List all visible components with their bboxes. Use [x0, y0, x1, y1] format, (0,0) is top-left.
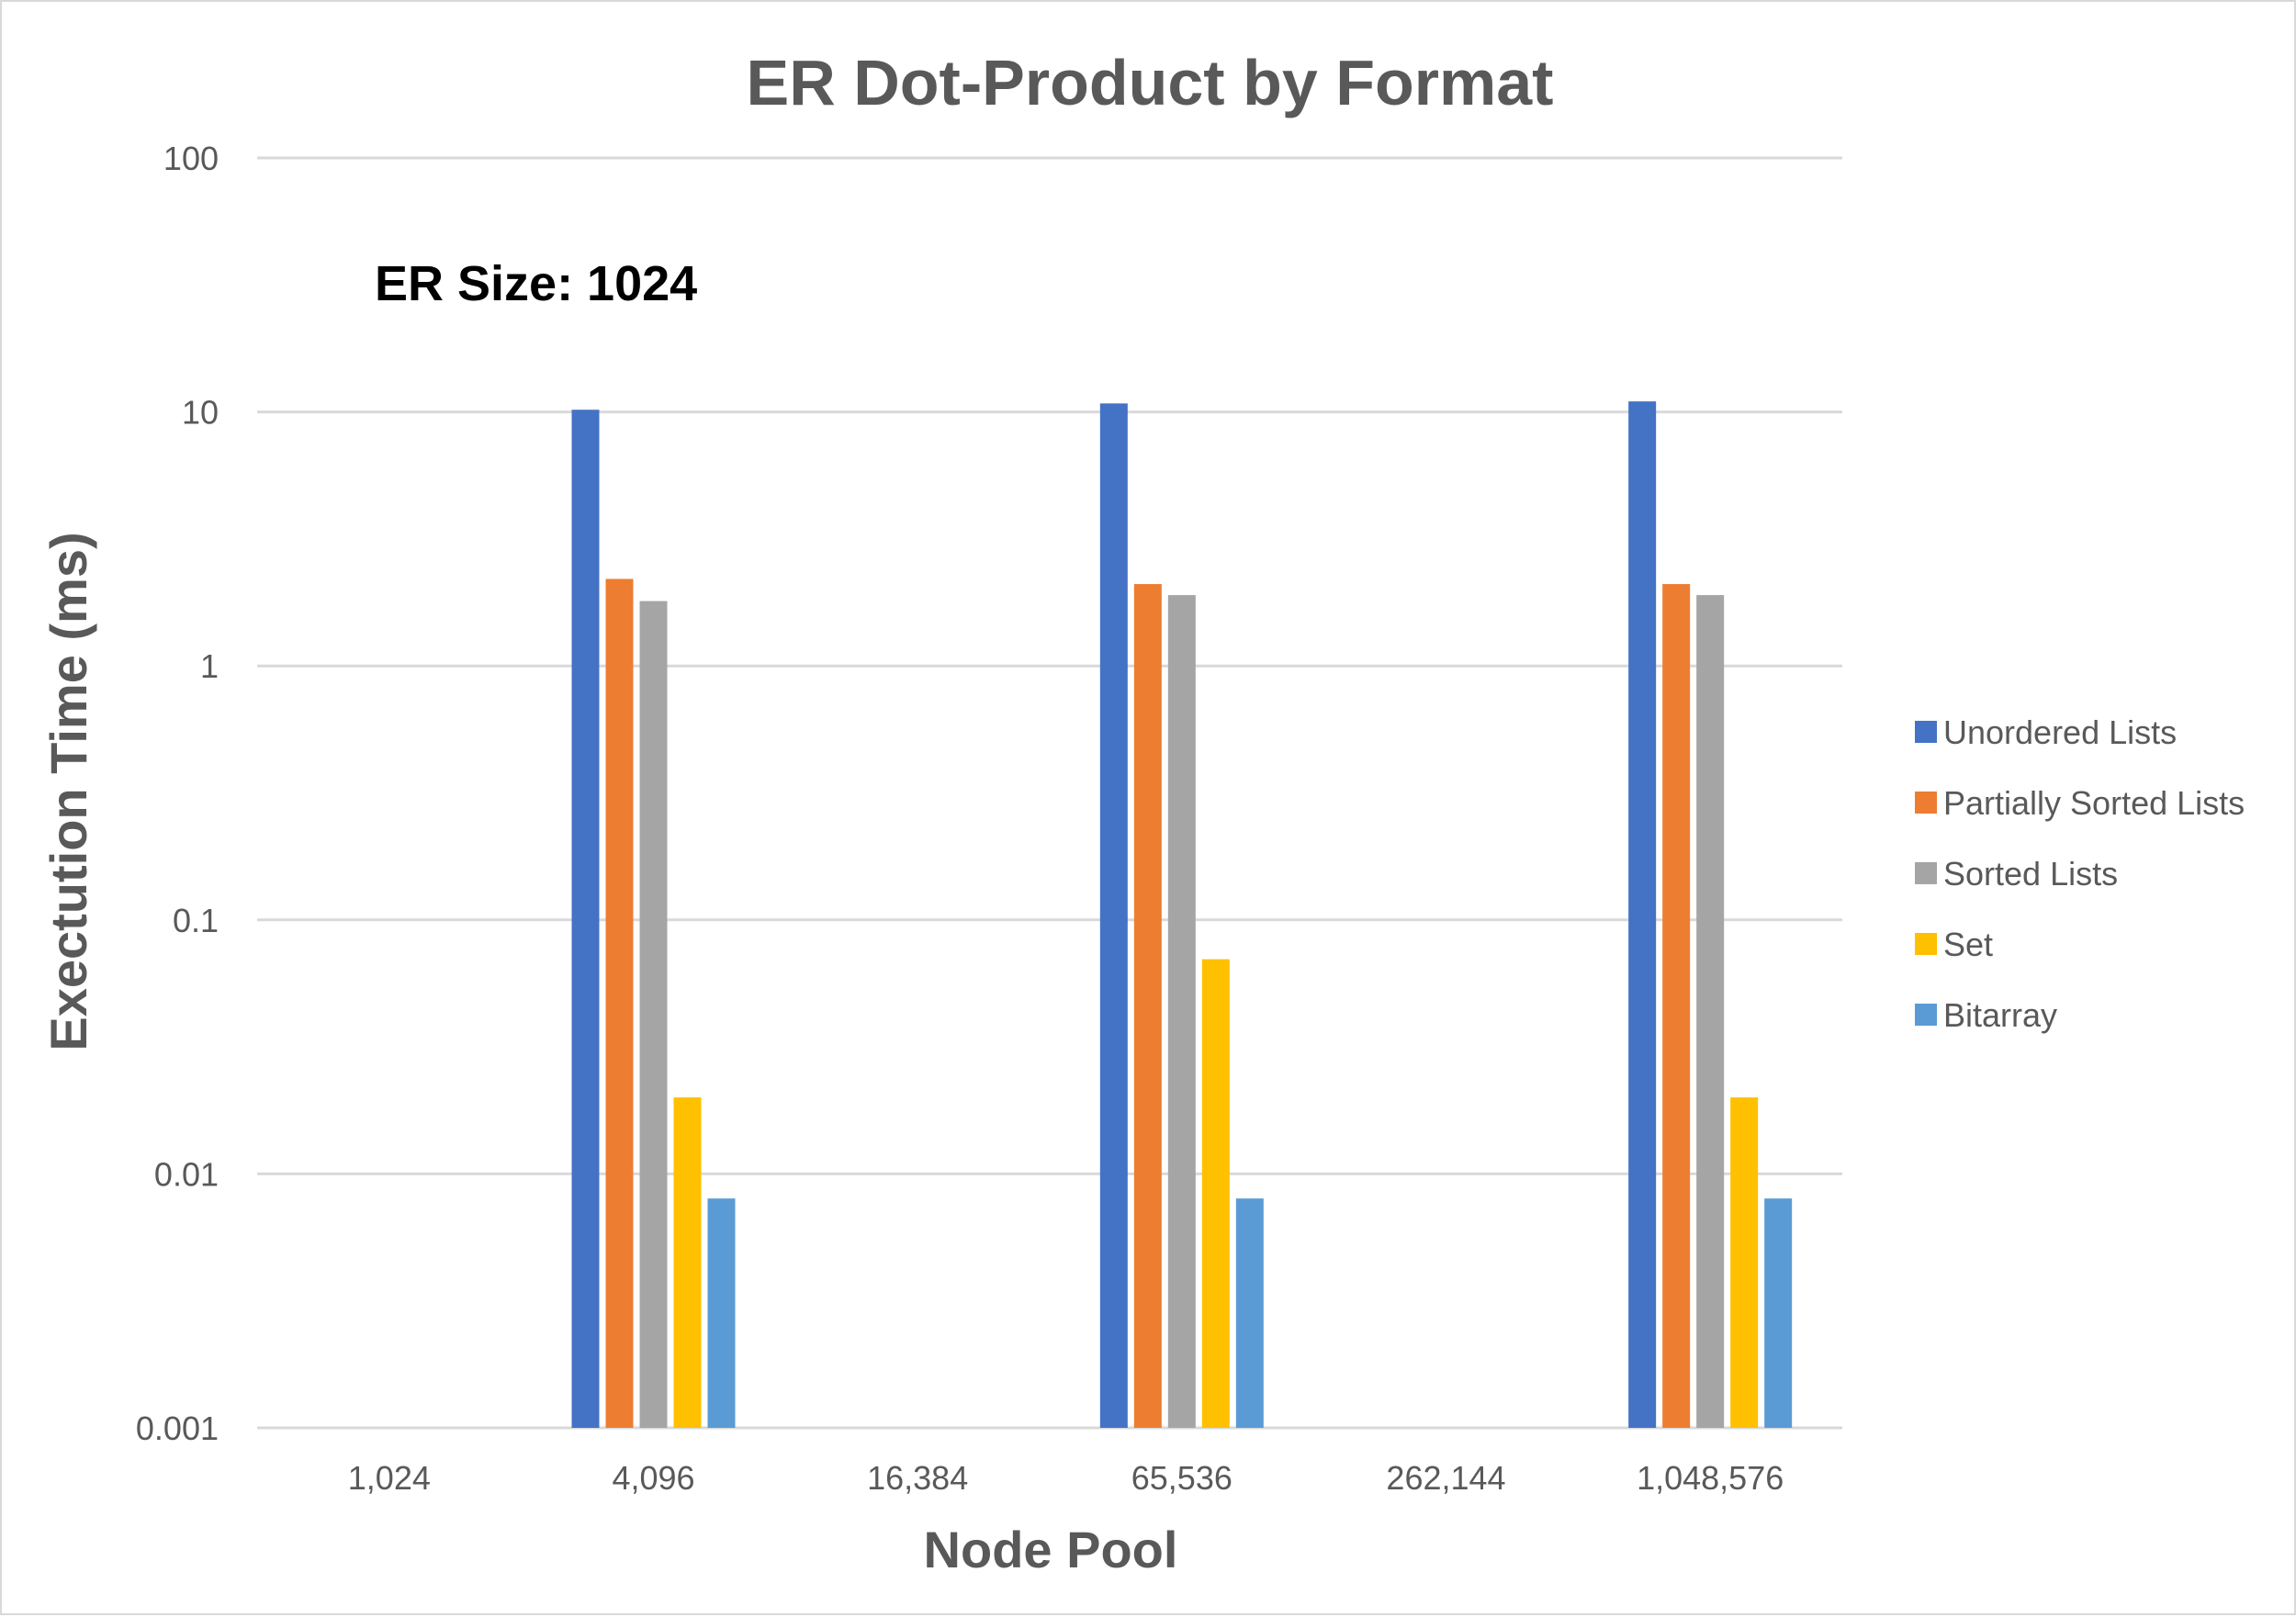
- legend-label: Partially Sorted Lists: [1943, 784, 2245, 822]
- bar-sorted-lists: [1696, 595, 1725, 1428]
- x-tick-label: 65,536: [1131, 1459, 1232, 1497]
- y-tick-label: 0.001: [136, 1409, 219, 1447]
- bar-bitarray: [1235, 1198, 1264, 1428]
- legend-swatch: [1915, 792, 1937, 814]
- bar-set: [673, 1097, 702, 1428]
- bar-set: [1201, 959, 1230, 1428]
- bar-sorted-lists: [639, 601, 668, 1428]
- y-axis-title: Exectution Time (ms): [39, 532, 97, 1050]
- x-tick-label: 262,144: [1386, 1459, 1505, 1497]
- y-axis-ticks: 0.001 0.01 0.1 1 10 100: [136, 140, 219, 1447]
- y-tick-label: 0.1: [173, 902, 219, 939]
- bar-set: [1730, 1097, 1759, 1428]
- legend-swatch: [1915, 933, 1937, 955]
- x-tick-label: 4,096: [612, 1459, 694, 1497]
- x-tick-label: 1,048,576: [1637, 1459, 1784, 1497]
- y-tick-label: 10: [182, 394, 219, 432]
- bars: [571, 401, 1793, 1429]
- legend: Unordered Lists Partially Sorted Lists Sor…: [1915, 713, 2245, 1034]
- bar-partially-sorted-lists: [1133, 584, 1162, 1428]
- bar-partially-sorted-lists: [605, 578, 634, 1428]
- legend-swatch: [1915, 862, 1937, 884]
- legend-swatch: [1915, 721, 1937, 743]
- bar-unordered-lists: [1628, 401, 1657, 1429]
- chart-annotation: ER Size: 1024: [375, 256, 697, 311]
- x-tick-label: 16,384: [867, 1459, 968, 1497]
- y-tick-label: 1: [200, 647, 219, 685]
- chart-title: ER Dot-Product by Format: [747, 47, 1554, 118]
- legend-label: Bitarray: [1943, 996, 2057, 1034]
- bar-unordered-lists: [571, 410, 600, 1428]
- legend-swatch: [1915, 1004, 1937, 1026]
- bar-partially-sorted-lists: [1662, 584, 1691, 1428]
- x-tick-label: 1,024: [348, 1459, 431, 1497]
- bar-bitarray: [1764, 1198, 1793, 1428]
- bar-bitarray: [707, 1198, 736, 1428]
- legend-label: Unordered Lists: [1943, 713, 2177, 751]
- x-axis-title: Node Pool: [924, 1521, 1178, 1578]
- y-tick-label: 100: [163, 140, 219, 177]
- legend-label: Set: [1943, 926, 1993, 963]
- gridlines: [257, 156, 1842, 1430]
- bar-unordered-lists: [1099, 403, 1128, 1428]
- y-tick-label: 0.01: [154, 1155, 219, 1193]
- bar-sorted-lists: [1167, 595, 1196, 1428]
- x-axis-ticks: 1,024 4,096 16,384 65,536 262,144 1,048,576: [348, 1459, 1784, 1497]
- legend-label: Sorted Lists: [1943, 855, 2118, 893]
